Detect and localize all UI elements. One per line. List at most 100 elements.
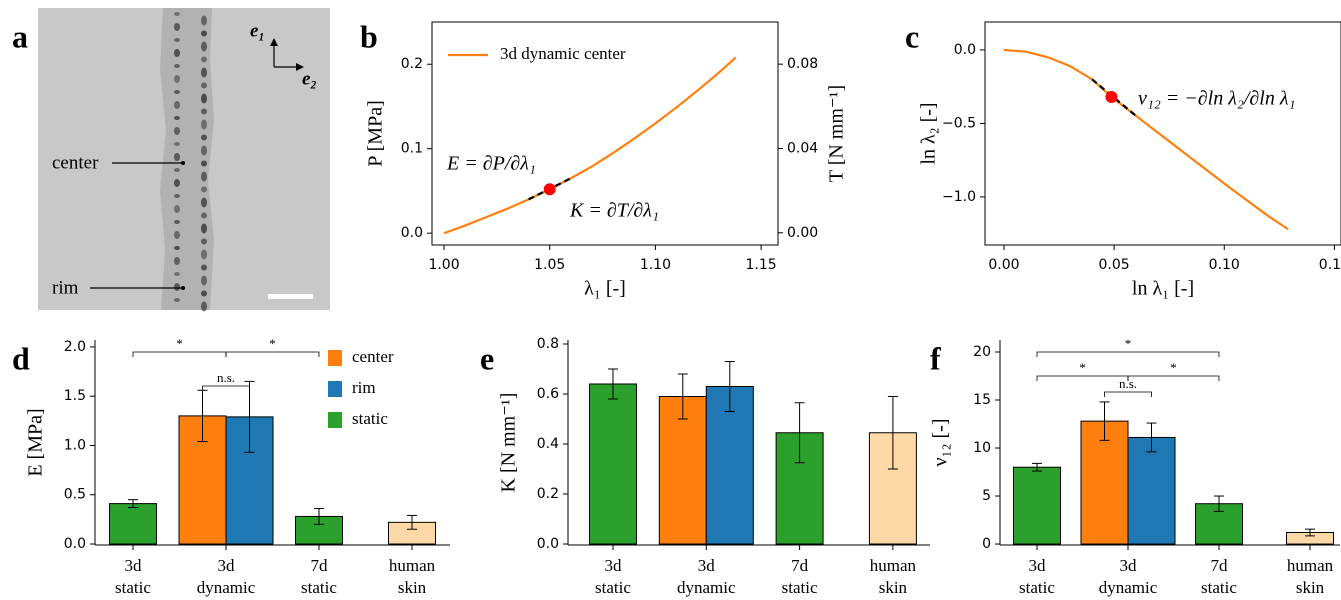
x-tick-label: 7d: [791, 556, 809, 575]
significance-label: *: [1170, 360, 1177, 375]
bar: [1127, 436, 1176, 545]
blob: [174, 298, 180, 302]
x-tick-label: 3d: [218, 556, 236, 575]
error-bar: [1032, 462, 1042, 472]
significance-bracket: [1104, 391, 1152, 397]
y-tick-label: 0.00: [787, 225, 818, 241]
significance-label: n.s.: [217, 370, 235, 385]
marker: [543, 183, 556, 196]
scale-bar: [268, 294, 313, 299]
error-bar: [244, 380, 255, 453]
annotation: K = ∂T/∂λ₁: [569, 200, 659, 222]
y-tick-label: 0.4: [537, 436, 559, 452]
y-axis-label: K [N mm⁻¹]: [498, 393, 520, 493]
image-label: rim: [52, 277, 79, 298]
y-axis-label: ln λ₂ [-]: [918, 102, 940, 164]
legend-label: static: [352, 409, 388, 428]
blob: [201, 290, 207, 297]
axes-frame: [431, 21, 779, 246]
x-tick-label: skin: [398, 578, 427, 597]
axes-frame: [984, 21, 1341, 246]
bar: [589, 383, 637, 545]
legend-swatch: [328, 350, 342, 366]
x-tick-label: 0.00: [988, 257, 1019, 273]
x-tick-label: 0.10: [1209, 257, 1240, 273]
x-tick-label: skin: [1296, 578, 1325, 597]
panel-label: c: [905, 18, 919, 54]
x-tick-label: 1.05: [534, 257, 565, 273]
blob: [201, 145, 207, 156]
error-bar: [794, 402, 805, 464]
arrow-head: [296, 63, 304, 71]
y-tick-label: 20: [973, 344, 991, 360]
x-tick-label: static: [1019, 578, 1055, 597]
legend-label: center: [352, 347, 394, 366]
blob: [201, 197, 207, 208]
y-tick-label: 10: [973, 440, 991, 456]
direction-label: e₁: [250, 20, 265, 41]
error-bar: [1305, 528, 1315, 537]
y-tick-label: 0.0: [401, 225, 423, 241]
blob: [174, 12, 180, 16]
significance-bracket: [1127, 375, 1220, 381]
x-tick-label: human: [389, 556, 436, 575]
blob: [201, 186, 207, 193]
blob: [201, 108, 207, 115]
blob: [201, 238, 207, 245]
significance-label: *: [1079, 360, 1086, 375]
error-bar: [608, 368, 618, 400]
y-tick-label: 0.5: [64, 487, 86, 503]
panel-label: b: [360, 18, 378, 54]
significance-bracket: [132, 351, 227, 357]
y-tick-label: 15: [973, 392, 991, 408]
blob: [201, 93, 207, 104]
error-bar: [128, 499, 138, 509]
blob: [174, 231, 180, 239]
blob: [201, 119, 207, 130]
micrograph: center rim e₁ e₂: [38, 8, 330, 312]
significance-label: *: [1125, 336, 1132, 351]
blob: [174, 49, 180, 57]
significance-bracket: [225, 351, 320, 357]
blob: [174, 153, 180, 161]
panel-label: e: [480, 340, 494, 376]
y-tick-label: −0.5: [942, 115, 976, 131]
legend-label: 3d dynamic center: [500, 44, 626, 63]
blob: [174, 257, 180, 265]
marker: [1105, 90, 1118, 103]
y-tick-label: 1.0: [64, 437, 86, 453]
blob: [174, 246, 180, 250]
blob: [201, 41, 207, 52]
y-tick-label: 2.0: [64, 339, 86, 355]
blob: [201, 82, 207, 89]
x-tick-label: dynamic: [197, 578, 256, 597]
significance-bracket: [202, 385, 250, 391]
blob: [174, 90, 180, 94]
x-tick-label: 3d: [1120, 556, 1138, 575]
blob: [201, 212, 207, 219]
blob: [174, 127, 180, 135]
blob: [174, 75, 180, 83]
bar: [1013, 466, 1061, 545]
significance-bracket: [1036, 375, 1129, 381]
x-tick-label: 7d: [311, 556, 329, 575]
blob: [201, 56, 207, 63]
significance-label: *: [269, 336, 276, 351]
x-tick-label: 1.10: [640, 257, 671, 273]
error-bar: [1099, 401, 1110, 441]
pointer-dot: [181, 161, 185, 165]
x-axis-label: ln λ₁ [-]: [1132, 278, 1194, 300]
blob: [201, 160, 207, 167]
bar: [1080, 420, 1129, 545]
blob: [174, 116, 180, 120]
error-bar: [1214, 495, 1224, 512]
x-tick-label: static: [1201, 578, 1237, 597]
x-tick-label: human: [1287, 556, 1334, 575]
error-bar: [887, 396, 898, 470]
blob: [174, 194, 180, 198]
panel-label: f: [930, 340, 941, 376]
x-tick-label: 7d: [1211, 556, 1229, 575]
blob: [174, 205, 180, 213]
y-tick-label: 0.6: [537, 386, 559, 402]
error-bar: [1146, 422, 1157, 453]
